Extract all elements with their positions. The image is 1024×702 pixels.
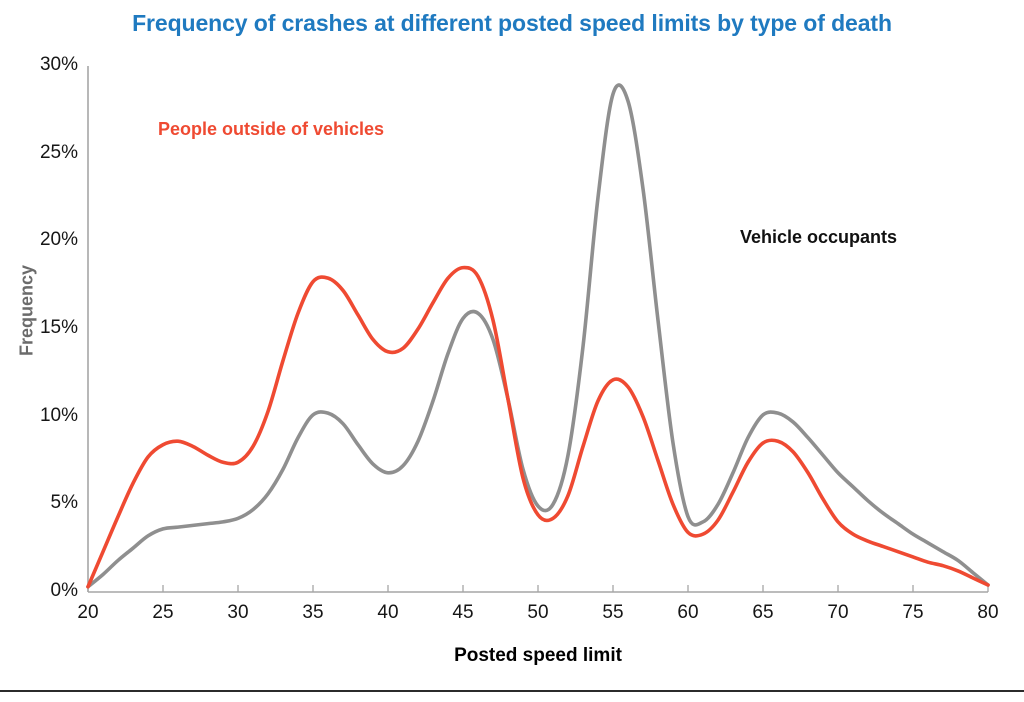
y-tick-label: 30% [39, 54, 78, 75]
x-tick-label: 60 [677, 602, 699, 623]
x-tick-label: 20 [77, 602, 99, 623]
page-title: Frequency of crashes at different posted… [132, 10, 892, 36]
y-tick-label: 0% [50, 580, 78, 601]
x-axis-ticks [87, 585, 989, 592]
series-line-vehicle-occupants [86, 83, 990, 589]
x-tick-label: 55 [602, 602, 624, 623]
axes [87, 66, 989, 593]
x-tick-label: 65 [752, 602, 774, 623]
y-tick-label: 20% [39, 229, 78, 251]
y-tick-label: 15% [39, 317, 78, 338]
x-tick-label: 25 [152, 602, 174, 623]
x-tick-label: 80 [977, 602, 999, 623]
x-axis-title: Posted speed limit [454, 645, 622, 666]
x-tick-label: 30 [227, 602, 249, 623]
y-tick-label: 25% [39, 141, 78, 163]
bottom-divider [0, 690, 1024, 692]
x-tick-label: 40 [377, 602, 399, 623]
series-line-people-outside-of-vehicles [86, 265, 990, 589]
y-tick-label: 5% [50, 492, 78, 514]
series-label-vehicle-occupants: Vehicle occupants [740, 227, 898, 247]
y-tick-label: 10% [39, 404, 78, 426]
x-tick-label: 35 [302, 602, 324, 623]
x-tick-label: 75 [902, 602, 924, 623]
x-tick-label: 45 [452, 602, 474, 623]
x-tick-label: 70 [827, 602, 849, 623]
data-series-group [86, 83, 990, 589]
y-axis-title: Frequency [16, 264, 37, 357]
x-tick-label: 50 [527, 602, 549, 623]
series-label-people-outside-of-vehicles: People outside of vehicles [158, 119, 385, 139]
